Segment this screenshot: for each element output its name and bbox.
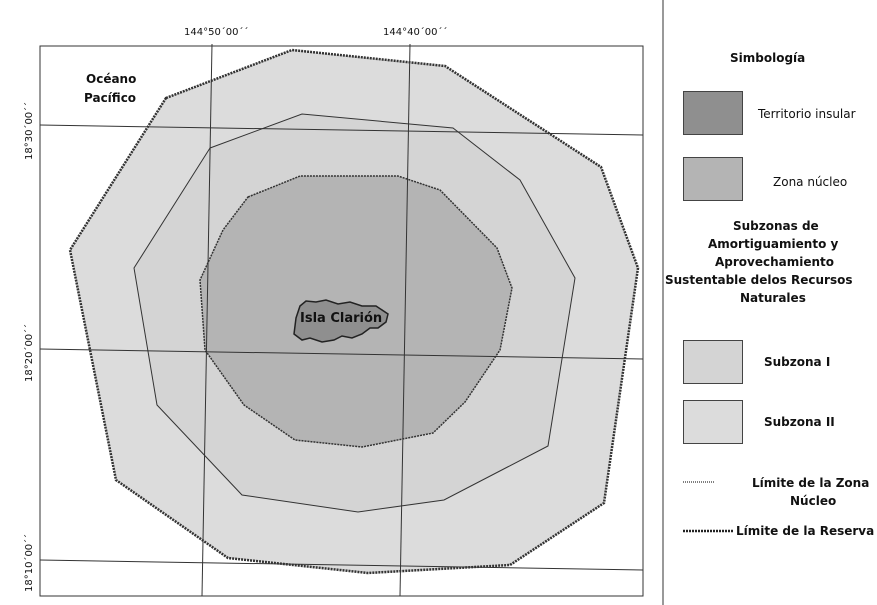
legend-label-subzona-ii: Subzona II <box>764 415 835 429</box>
latitude-label-2: 18°20´00´´ <box>24 323 35 382</box>
legend-label-core-boundary-1: Límite de la Zona <box>752 476 870 490</box>
legend-swatch-zona-nucleo <box>683 157 743 201</box>
longitude-label-1: 144°50´00´´ <box>184 27 249 38</box>
meridian-1 <box>201 43 213 597</box>
ocean-label-line1: Océano <box>86 72 137 86</box>
parallel-1 <box>39 124 644 136</box>
legend-label-subzona-i: Subzona I <box>764 355 831 369</box>
meridian-2 <box>399 43 411 597</box>
legend-label-zona-nucleo: Zona núcleo <box>773 175 848 189</box>
legend-swatch-territorio-insular <box>683 91 743 135</box>
parallel-3 <box>39 559 644 571</box>
legend-swatch-subzona-i <box>683 340 743 384</box>
legend-label-core-boundary-2: Núcleo <box>790 494 837 508</box>
legend-subzones-heading-1: Subzonas de <box>733 219 819 233</box>
island-isla-clarion <box>293 299 389 343</box>
latitude-label-1: 18°30´00´´ <box>24 101 35 160</box>
legend-swatch-subzona-ii <box>683 400 743 444</box>
legend-subzones-heading-2: Amortiguamiento y <box>708 237 839 251</box>
island-label: Isla Clarión <box>300 311 383 326</box>
legend-label-territorio-insular: Territorio insular <box>758 107 856 121</box>
longitude-label-2: 144°40´00´´ <box>383 27 448 38</box>
parallel-2 <box>39 348 644 360</box>
legend-subzones-heading-4: Sustentable delos Recursos <box>665 273 853 287</box>
ocean-label-line2: Pacífico <box>84 91 137 105</box>
legend-subzones-heading-3: Aprovechamiento <box>715 255 835 269</box>
latitude-label-3: 18°10´00´´ <box>24 533 35 592</box>
legend-label-reserve-boundary: Límite de la Reserva <box>736 524 875 538</box>
legend-subzones-heading-5: Naturales <box>740 291 806 305</box>
legend-title: Simbología <box>730 51 806 65</box>
